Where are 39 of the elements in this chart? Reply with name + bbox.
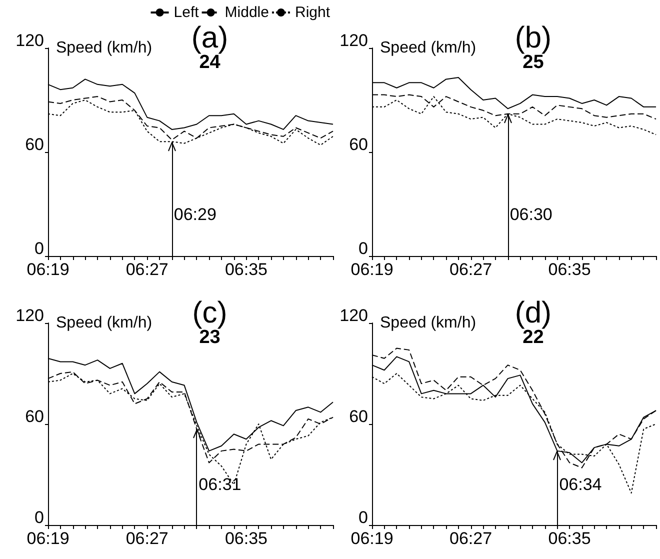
- legend-label: Middle: [224, 4, 269, 21]
- y-tick-label: 120: [16, 31, 44, 50]
- y-axis-title: Speed (km/h): [56, 314, 152, 332]
- y-tick-label: 0: [34, 508, 44, 527]
- chart-title: (b): [514, 22, 552, 54]
- x-tick-label: 06:27: [126, 260, 168, 279]
- x-tick-label: 06:27: [449, 260, 492, 279]
- y-tick-label: 0: [34, 239, 44, 258]
- x-tick-label: 06:19: [350, 529, 394, 548]
- y-tick-label: 60: [349, 407, 368, 426]
- x-tick-label: 06:19: [26, 529, 70, 548]
- y-tick-label: 0: [358, 239, 368, 258]
- annotation: 06:31: [198, 475, 242, 494]
- chart-title: (d): [514, 296, 552, 330]
- x-tick-label: 06:35: [548, 529, 591, 548]
- x-tick-label: 06:35: [224, 260, 268, 279]
- y-tick-label: 0: [358, 508, 368, 527]
- ref-line-label: 06:29: [174, 204, 216, 224]
- annotation: 06:34: [559, 475, 602, 494]
- y-axis-title: Speed (km/h): [380, 314, 476, 332]
- y-tick-label: 120: [340, 31, 368, 50]
- legend-label: Right: [294, 4, 331, 21]
- y-tick-label: 60: [349, 135, 368, 154]
- y-axis-title: Speed (km/h): [56, 40, 152, 56]
- x-tick-label: 06:27: [449, 529, 492, 548]
- x-tick-label: 06:19: [26, 260, 70, 279]
- y-tick-label: 60: [25, 407, 44, 426]
- chart-title: (c): [192, 296, 228, 330]
- y-tick-label: 120: [340, 306, 368, 325]
- y-axis-title: Speed (km/h): [380, 40, 476, 56]
- legend-label: Left: [174, 4, 200, 21]
- x-tick-label: 06:27: [126, 529, 168, 548]
- y-tick-label: 60: [25, 135, 44, 154]
- x-tick-label: 06:19: [350, 260, 394, 279]
- ref-line-label: 06:30: [510, 204, 552, 224]
- x-tick-label: 06:35: [224, 529, 268, 548]
- x-tick-label: 06:35: [548, 260, 591, 279]
- y-tick-label: 120: [16, 306, 44, 325]
- chart-title: (a): [191, 22, 228, 54]
